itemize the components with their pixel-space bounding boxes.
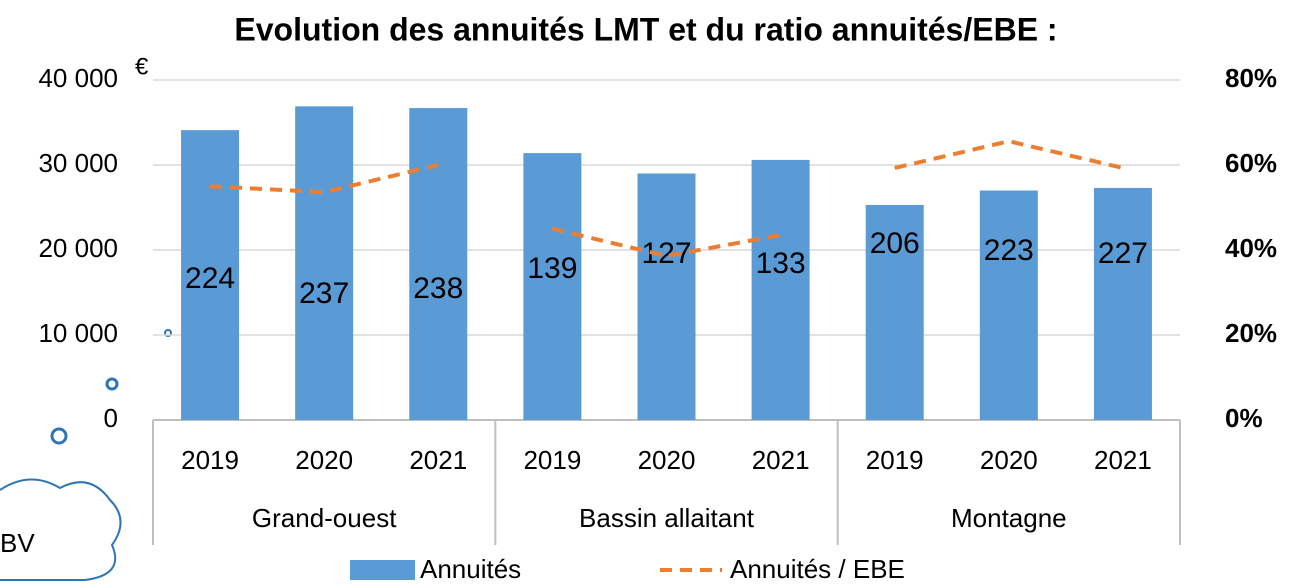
bar	[865, 204, 924, 420]
callout-dot	[105, 377, 119, 391]
x-tick-label: 2020	[295, 445, 353, 475]
x-tick-label: 2020	[980, 445, 1038, 475]
y-tick-label: 20 000	[38, 233, 118, 263]
bar	[751, 159, 810, 420]
y-tick-label: 10 000	[38, 318, 118, 348]
x-tick-label: 2020	[638, 445, 696, 475]
data-label: 237	[299, 277, 349, 310]
y-tick-label: 0	[104, 403, 118, 433]
x-tick-label: 2019	[866, 445, 924, 475]
y2-tick-label: 80%	[1225, 63, 1277, 93]
group-label: Montagne	[951, 503, 1067, 533]
bar	[523, 153, 582, 420]
bar	[979, 190, 1038, 420]
y2-tick-label: 40%	[1225, 233, 1277, 263]
group-label: Grand-ouest	[252, 503, 397, 533]
y-unit: €	[135, 53, 149, 80]
data-label: 139	[527, 252, 577, 285]
data-label: 238	[413, 272, 463, 305]
legend-label: Annuités / EBE	[730, 554, 905, 584]
bar	[637, 173, 696, 420]
data-label: 206	[870, 227, 920, 260]
legend-label: Annuités	[420, 554, 521, 584]
data-label: 227	[1098, 237, 1148, 270]
data-label: 127	[641, 237, 691, 270]
group-label: Bassin allaitant	[579, 503, 755, 533]
callout: BV	[0, 329, 172, 581]
callout-text: BV	[0, 528, 35, 558]
data-label: 224	[185, 262, 235, 295]
chart-title: Evolution des annuités LMT et du ratio a…	[234, 11, 1057, 47]
callout-dot	[164, 329, 172, 337]
y2-tick-label: 0%	[1225, 403, 1263, 433]
y2-tick-label: 20%	[1225, 318, 1277, 348]
bar	[295, 106, 354, 420]
bar	[181, 130, 240, 420]
legend-swatch	[350, 560, 415, 580]
y-tick-label: 30 000	[38, 148, 118, 178]
callout-cloud	[0, 478, 122, 581]
line	[894, 139, 1124, 170]
y-tick-label: 40 000	[38, 63, 118, 93]
x-tick-label: 2019	[181, 445, 239, 475]
x-tick-label: 2021	[1094, 445, 1152, 475]
x-tick-label: 2019	[523, 445, 581, 475]
data-label: 133	[756, 247, 806, 280]
bar	[1093, 187, 1152, 420]
y2-tick-label: 60%	[1225, 148, 1277, 178]
data-label: 223	[984, 234, 1034, 267]
callout-dot	[50, 427, 68, 445]
x-tick-label: 2021	[409, 445, 467, 475]
x-tick-label: 2021	[752, 445, 810, 475]
bar	[409, 108, 468, 421]
